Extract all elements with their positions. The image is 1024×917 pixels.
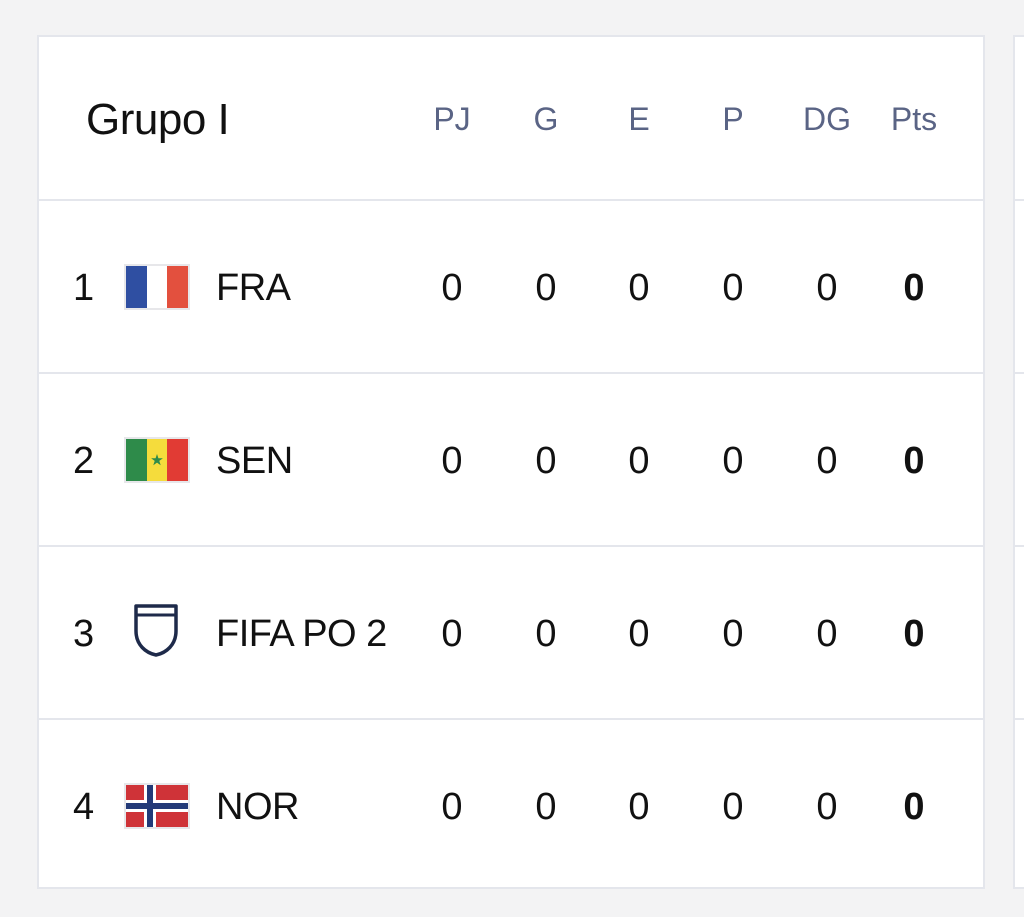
stat-p: 0 [722, 440, 744, 482]
team-name[interactable]: SEN [216, 440, 293, 482]
row-divider [1015, 718, 1024, 720]
column-header-pts: Pts [890, 101, 938, 137]
row-divider [1015, 545, 1024, 547]
team-name[interactable]: NOR [216, 786, 299, 828]
team-position: 3 [73, 613, 95, 655]
stat-p: 0 [722, 267, 744, 309]
column-header-dg: DG [803, 101, 851, 137]
stat-g: 0 [535, 440, 557, 482]
stat-e: 0 [628, 613, 650, 655]
column-header-pj: PJ [433, 101, 471, 137]
table-row[interactable]: 1 FRA 0 0 0 0 0 0 [39, 199, 983, 372]
stat-g: 0 [535, 786, 557, 828]
norway-flag-icon [124, 783, 190, 829]
table-row[interactable]: 4 NOR 0 0 0 0 0 0 [39, 718, 983, 891]
team-position: 4 [73, 786, 95, 828]
table-row[interactable]: 3 FIFA PO 2 0 0 0 0 0 0 [39, 545, 983, 718]
stat-e: 0 [628, 267, 650, 309]
group-title: Grupo I [86, 95, 230, 144]
stat-pj: 0 [441, 267, 463, 309]
stat-pts: 0 [903, 613, 925, 655]
senegal-flag-icon [124, 437, 190, 483]
column-header-e: E [628, 101, 650, 137]
stat-dg: 0 [816, 267, 838, 309]
row-divider [1015, 199, 1024, 201]
stat-e: 0 [628, 440, 650, 482]
column-header-p: P [722, 101, 744, 137]
stat-pts: 0 [903, 786, 925, 828]
team-name[interactable]: FRA [216, 267, 291, 309]
shield-placeholder-icon [132, 601, 180, 659]
adjacent-group-card [1013, 35, 1024, 889]
table-header: Grupo I PJ G E P DG Pts [39, 37, 983, 201]
stat-g: 0 [535, 613, 557, 655]
team-position: 1 [73, 267, 95, 309]
stat-g: 0 [535, 267, 557, 309]
stat-e: 0 [628, 786, 650, 828]
group-standings-card: Grupo I PJ G E P DG Pts 1 FRA 0 0 0 0 0 … [37, 35, 985, 889]
stat-p: 0 [722, 786, 744, 828]
stat-pj: 0 [441, 786, 463, 828]
stat-dg: 0 [816, 613, 838, 655]
stat-dg: 0 [816, 786, 838, 828]
table-row[interactable]: 2 SEN 0 0 0 0 0 0 [39, 372, 983, 545]
team-position: 2 [73, 440, 95, 482]
stat-pj: 0 [441, 440, 463, 482]
stat-pj: 0 [441, 613, 463, 655]
column-header-g: G [533, 101, 559, 137]
stat-pts: 0 [903, 440, 925, 482]
stat-p: 0 [722, 613, 744, 655]
france-flag-icon [124, 264, 190, 310]
stat-dg: 0 [816, 440, 838, 482]
stat-pts: 0 [903, 267, 925, 309]
row-divider [1015, 372, 1024, 374]
team-name[interactable]: FIFA PO 2 [216, 613, 387, 655]
